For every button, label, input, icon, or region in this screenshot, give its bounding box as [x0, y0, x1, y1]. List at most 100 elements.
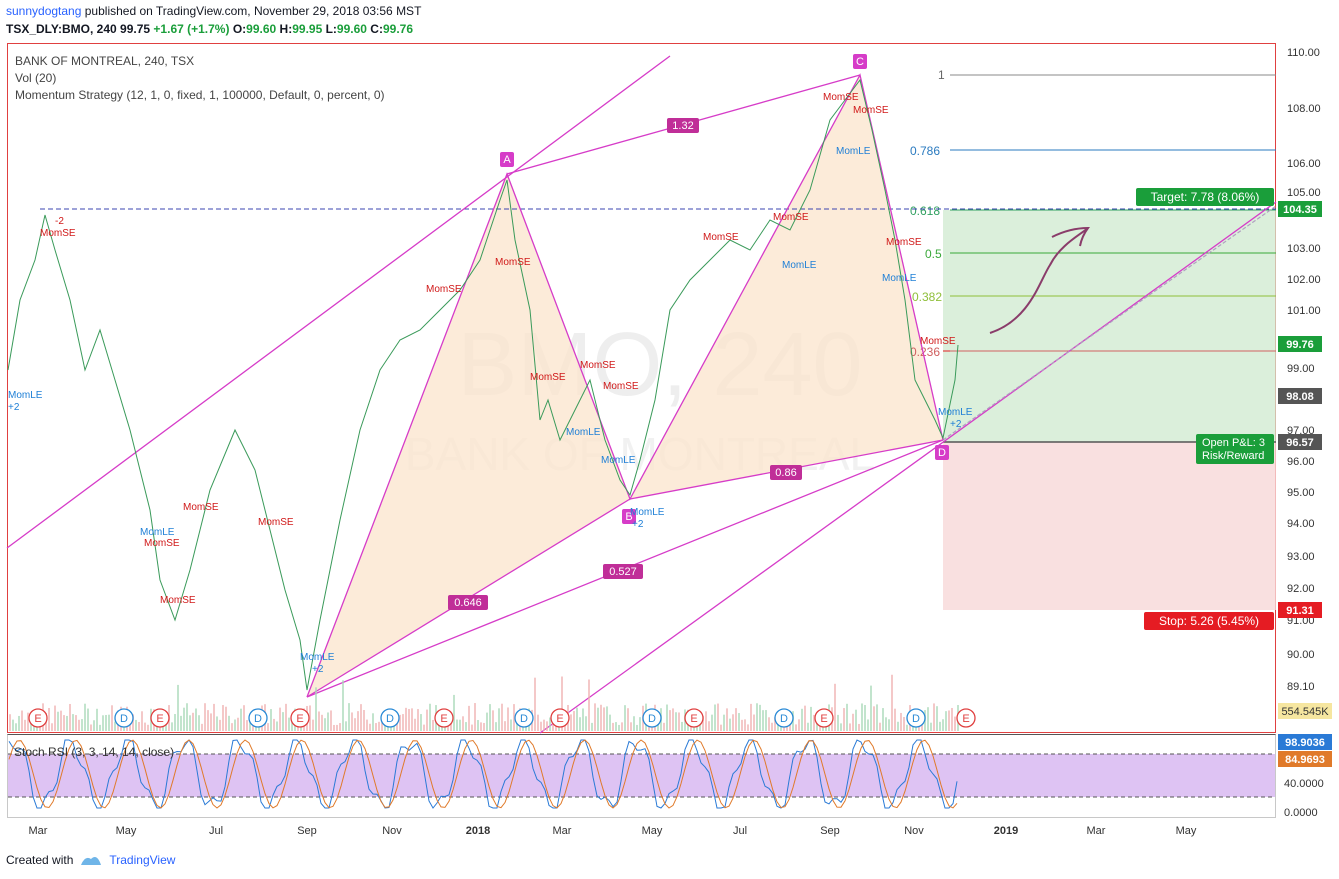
dividend-marker[interactable]	[114, 708, 134, 728]
high-label: H:	[279, 22, 293, 36]
dividend-marker[interactable]	[774, 708, 794, 728]
earnings-marker[interactable]	[290, 708, 310, 728]
svg-text:Stop: 5.26 (5.45%): Stop: 5.26 (5.45%)	[1159, 614, 1259, 628]
svg-text:MomLE: MomLE	[938, 407, 973, 418]
dividend-marker[interactable]	[248, 708, 268, 728]
time-axis-label: May	[642, 825, 663, 837]
event-marker-label: E	[296, 713, 303, 725]
fib-0618: 0.618	[910, 204, 940, 218]
time-axis-label: Jul	[733, 825, 747, 837]
price-axis-label: 89.10	[1287, 681, 1315, 693]
svg-text:MomSE: MomSE	[580, 360, 616, 371]
point-b[interactable]: B	[622, 509, 636, 524]
time-axis-label: Sep	[297, 825, 317, 837]
svg-text:MomSE: MomSE	[144, 538, 180, 549]
svg-text:MomSE: MomSE	[160, 595, 196, 606]
price-axis[interactable]: 110.00108.00106.00105.00104.00103.00102.…	[1287, 47, 1321, 693]
svg-text:MomSE: MomSE	[426, 284, 462, 295]
earnings-marker[interactable]	[550, 708, 570, 728]
event-marker-label: E	[34, 713, 41, 725]
price-axis-label: 106.00	[1287, 158, 1321, 170]
fib-1: 1	[938, 68, 945, 82]
drawn-arrow[interactable]	[989, 227, 1089, 334]
legend-symbol[interactable]: BANK OF MONTREAL, 240, TSX	[15, 54, 195, 68]
dividend-marker[interactable]	[380, 708, 400, 728]
svg-text:MomLE: MomLE	[601, 455, 636, 466]
svg-text:D: D	[938, 447, 946, 459]
svg-text:MomLE: MomLE	[566, 427, 601, 438]
publish-info: sunnydogtang published on TradingView.co…	[6, 4, 421, 18]
price-axis-label: 110.00	[1287, 47, 1320, 59]
price-axis-label: 105.00	[1287, 187, 1321, 199]
time-axis-label: Nov	[382, 825, 402, 837]
earnings-marker[interactable]	[956, 708, 976, 728]
high-value: 99.95	[292, 22, 323, 36]
earnings-marker[interactable]	[28, 708, 48, 728]
tradingview-logo-icon	[81, 857, 102, 865]
event-marker-label: E	[156, 713, 163, 725]
close-label: C:	[370, 22, 383, 36]
point-c[interactable]: C	[853, 54, 867, 69]
fib-levels	[950, 74, 1276, 352]
symbol[interactable]: TSX_DLY:BMO, 240	[6, 22, 117, 36]
earnings-marker[interactable]	[434, 708, 454, 728]
time-axis-label: May	[116, 825, 137, 837]
svg-text:MomLE: MomLE	[882, 273, 917, 284]
svg-text:96.57: 96.57	[1286, 437, 1314, 449]
svg-text:MomLE: MomLE	[836, 146, 871, 157]
rsi-legend[interactable]: Stoch RSI (3, 3, 14, 14, close)	[14, 745, 175, 759]
created-with: Created with	[6, 853, 74, 867]
target-label[interactable]: Target: 7.78 (8.06%)	[1136, 188, 1274, 206]
legend-strategy[interactable]: Momentum Strategy (12, 1, 0, fixed, 1, 1…	[15, 88, 385, 102]
svg-text:+2: +2	[950, 419, 962, 430]
point-a[interactable]: A	[500, 152, 514, 167]
dividend-marker[interactable]	[642, 708, 662, 728]
legend-volume[interactable]: Vol (20)	[15, 71, 57, 85]
dividend-marker[interactable]	[906, 708, 926, 728]
upper-channel-line[interactable]	[6, 55, 671, 549]
svg-text:MomLE: MomLE	[140, 527, 175, 538]
pattern-bcd	[630, 75, 943, 499]
svg-text:Open P&L: 3: Open P&L: 3	[1202, 437, 1265, 449]
price-axis-label: 103.00	[1287, 243, 1321, 255]
svg-text:MomSE: MomSE	[40, 228, 76, 239]
low-label: L:	[325, 22, 337, 36]
rsi-tag-d: 84.9693	[1278, 751, 1332, 767]
projection-line	[942, 205, 1277, 441]
svg-text:MomSE: MomSE	[603, 381, 639, 392]
fib-0236: 0.236	[910, 345, 940, 359]
earnings-marker[interactable]	[684, 708, 704, 728]
fib-05: 0.5	[925, 247, 942, 261]
time-axis[interactable]: Mar May Jul Sep Nov 2018 Mar May Jul Sep Nov 2019 Ma…	[29, 825, 1197, 837]
stop-label[interactable]: Stop: 5.26 (5.45%)	[1144, 612, 1274, 630]
pattern-xab	[307, 174, 630, 697]
price-axis-label: 93.00	[1287, 551, 1315, 563]
close-value: 99.76	[382, 22, 413, 36]
svg-text:MomSE: MomSE	[853, 105, 889, 116]
svg-text:MomLE: MomLE	[630, 507, 665, 518]
event-marker-label: E	[820, 713, 827, 725]
rsi-pane[interactable]	[7, 734, 1276, 818]
point-d[interactable]: D	[935, 445, 949, 460]
price-axis-label: 102.00	[1287, 274, 1321, 286]
price-tag-stop: 91.31	[1278, 602, 1322, 618]
svg-text:MomSE: MomSE	[495, 257, 531, 268]
time-axis-label: 2018	[466, 825, 490, 837]
event-marker-label: D	[912, 713, 920, 725]
footer: Created with TradingView	[6, 853, 175, 867]
dividend-marker[interactable]	[514, 708, 534, 728]
tradingview-link[interactable]: TradingView	[109, 853, 176, 867]
author-link[interactable]: sunnydogtang	[6, 4, 82, 18]
target-zone	[943, 210, 1276, 442]
chart-legend: BANK OF MONTREAL, 240, TSX Vol (20) Mome…	[15, 53, 385, 104]
earnings-marker[interactable]	[814, 708, 834, 728]
earnings-marker[interactable]	[150, 708, 170, 728]
price-series	[7, 78, 959, 691]
price-axis-label: 92.00	[1287, 583, 1315, 595]
rsi-d-line	[8, 739, 958, 809]
lower-channel-line[interactable]	[539, 201, 1277, 734]
price-tag-entry: 96.57	[1278, 434, 1322, 450]
